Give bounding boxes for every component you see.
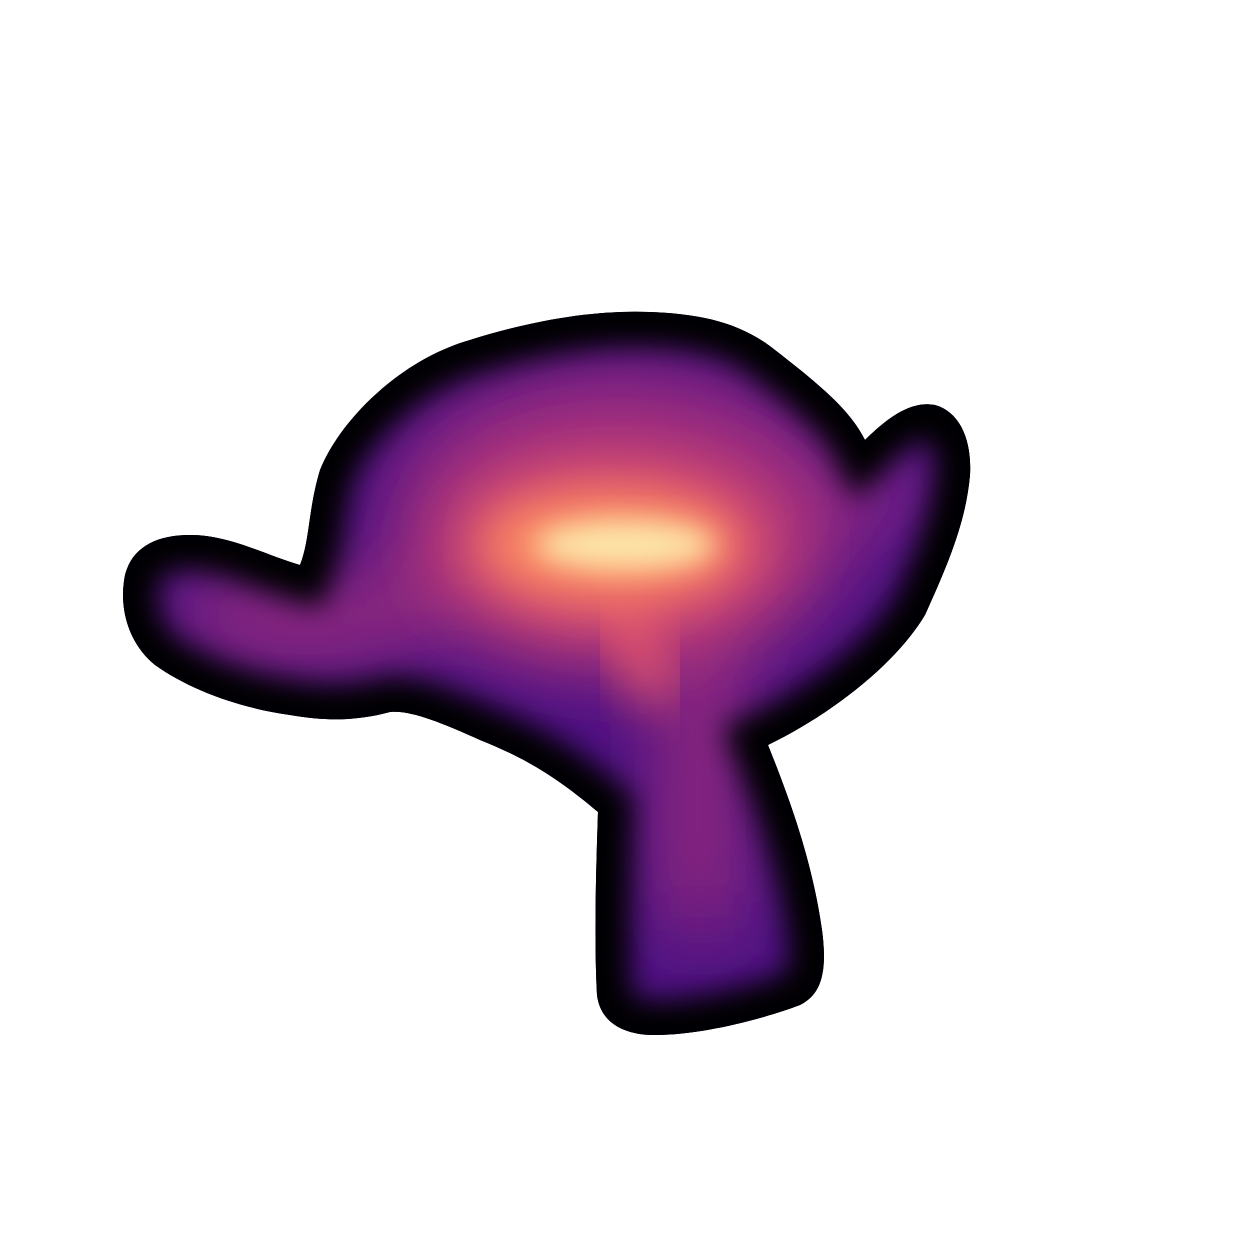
glow-stem — [601, 592, 679, 708]
glow-core — [535, 520, 715, 570]
field — [123, 311, 971, 1036]
